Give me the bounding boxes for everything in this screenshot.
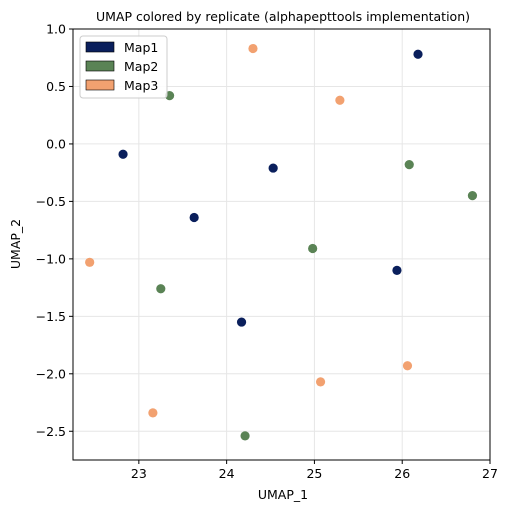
y-tick-label: −1.5 [36, 309, 66, 324]
data-point-map1 [268, 163, 278, 173]
legend-swatch-map2 [85, 60, 115, 72]
data-point-map1 [189, 212, 199, 223]
data-point-map2 [240, 431, 250, 441]
data-points [85, 43, 478, 441]
data-point-map2 [404, 160, 414, 170]
data-point-map3 [85, 257, 95, 267]
x-tick-label: 25 [306, 466, 322, 481]
data-point-map1 [118, 149, 128, 159]
legend-label-map3: Map3 [124, 78, 158, 93]
data-point-map1 [392, 265, 402, 275]
data-point-map2 [156, 284, 166, 294]
y-tick-label: −2.5 [36, 424, 66, 439]
data-point-map3 [315, 377, 326, 387]
data-point-map3 [402, 361, 413, 371]
y-tick-label: 0.0 [46, 136, 66, 151]
y-axis-label: UMAP_2 [8, 219, 23, 269]
legend-label-map1: Map1 [124, 40, 158, 55]
chart-title: UMAP colored by replicate (alphapepttool… [96, 9, 470, 24]
x-tick-label: 23 [131, 466, 147, 481]
x-tick-label: 26 [394, 466, 410, 481]
legend-swatch-map3 [85, 79, 115, 91]
legend-swatch-map1 [85, 41, 115, 53]
y-tick-label: −1.0 [36, 251, 66, 266]
data-point-map2 [467, 191, 478, 201]
legend: Map1 Map2 Map3 [79, 35, 168, 99]
y-tick-label: −2.0 [36, 366, 66, 381]
y-tick-label: −0.5 [36, 194, 66, 209]
data-point-map3 [335, 95, 345, 105]
y-axis-ticks: 1.0 0.5 0.0 −0.5 −1.0 −1.5 −2.0 −2.5 [36, 22, 73, 439]
x-tick-label: 27 [482, 466, 498, 481]
data-point-map3 [248, 43, 258, 54]
data-point-map1 [236, 317, 247, 327]
plot-area-frame [72, 28, 491, 461]
data-point-map1 [413, 49, 423, 59]
y-tick-label: 0.5 [46, 79, 66, 94]
y-tick-label: 1.0 [46, 22, 66, 37]
x-tick-label: 24 [219, 466, 235, 481]
data-point-map2 [308, 243, 318, 254]
x-axis-label: UMAP_1 [258, 487, 308, 502]
legend-label-map2: Map2 [124, 59, 158, 74]
x-axis-ticks: 23 24 25 26 27 [131, 460, 498, 481]
data-point-map3 [148, 408, 158, 418]
